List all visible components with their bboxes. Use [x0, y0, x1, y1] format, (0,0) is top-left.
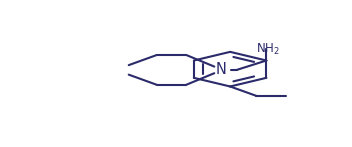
Text: NH$_2$: NH$_2$ — [256, 42, 280, 57]
Text: N: N — [215, 62, 226, 77]
